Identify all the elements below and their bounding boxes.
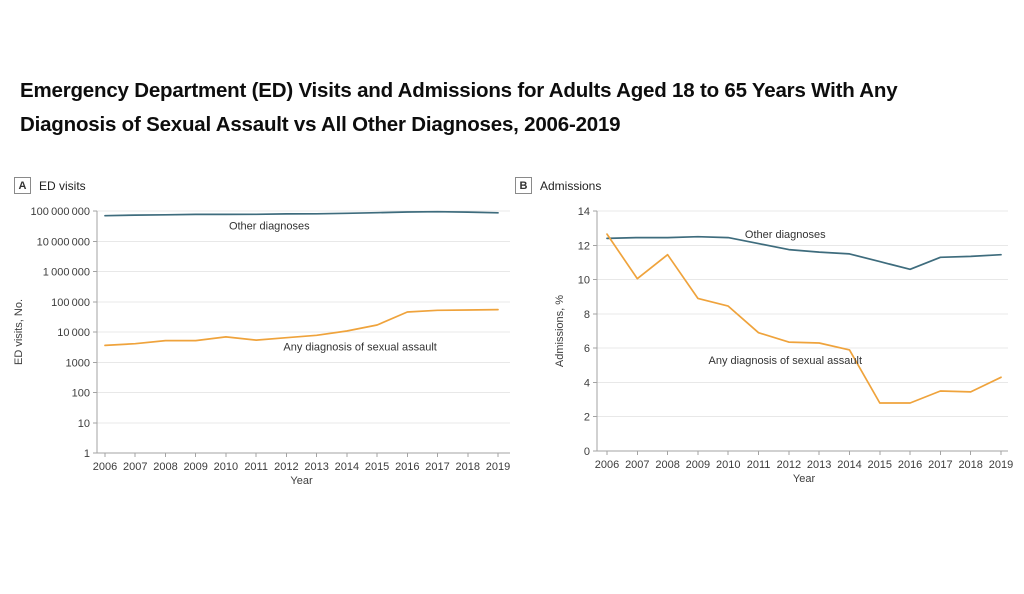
svg-text:10 000: 10 000 — [57, 327, 90, 339]
panel-b-letter-badge: B — [515, 177, 532, 194]
panel-a-header: A ED visits — [14, 177, 86, 194]
svg-text:Any diagnosis of sexual assaul: Any diagnosis of sexual assault — [709, 355, 862, 367]
panel-a-title: ED visits — [39, 178, 86, 193]
svg-text:2015: 2015 — [868, 459, 892, 471]
ed-visits-chart: 1 10 100 1000 10 000 100 000 1 000 000 10 000 0… — [13, 206, 510, 487]
svg-text:2008: 2008 — [655, 459, 679, 471]
svg-text:2008: 2008 — [153, 461, 177, 473]
svg-text:2013: 2013 — [304, 461, 328, 473]
svg-text:2011: 2011 — [244, 461, 268, 473]
svg-text:0: 0 — [584, 446, 590, 458]
svg-text:2012: 2012 — [274, 461, 298, 473]
figure-title-line-2: Diagnosis of Sexual Assault vs All Other… — [20, 113, 621, 136]
svg-text:Other diagnoses: Other diagnoses — [745, 229, 826, 241]
svg-text:8: 8 — [584, 309, 590, 321]
svg-text:10: 10 — [78, 418, 90, 430]
svg-text:100: 100 — [72, 388, 90, 400]
svg-text:2018: 2018 — [456, 461, 480, 473]
svg-text:2016: 2016 — [395, 461, 419, 473]
svg-text:2007: 2007 — [123, 461, 147, 473]
panel-b-title: Admissions — [540, 178, 602, 193]
svg-text:2014: 2014 — [335, 461, 359, 473]
svg-text:2007: 2007 — [625, 459, 649, 471]
svg-text:2010: 2010 — [214, 461, 238, 473]
svg-text:12: 12 — [578, 240, 590, 252]
panel-a-letter-badge: A — [14, 177, 31, 194]
svg-text:4: 4 — [584, 377, 590, 389]
svg-text:2: 2 — [584, 412, 590, 424]
svg-text:ED visits, No.: ED visits, No. — [13, 299, 25, 365]
svg-text:2013: 2013 — [807, 459, 831, 471]
svg-text:Admissions, %: Admissions, % — [554, 295, 566, 367]
svg-text:2014: 2014 — [837, 459, 861, 471]
svg-text:100 000 000: 100 000 000 — [31, 206, 90, 218]
svg-text:2019: 2019 — [989, 459, 1013, 471]
svg-text:Year: Year — [290, 475, 313, 487]
svg-text:2015: 2015 — [365, 461, 389, 473]
figure-title: Emergency Department (ED) Visits and Adm… — [20, 74, 898, 142]
svg-text:6: 6 — [584, 343, 590, 355]
svg-text:100 000: 100 000 — [51, 297, 90, 309]
svg-text:1: 1 — [84, 448, 90, 460]
svg-text:14: 14 — [578, 206, 590, 218]
svg-text:2006: 2006 — [93, 461, 117, 473]
svg-text:2010: 2010 — [716, 459, 740, 471]
svg-text:2017: 2017 — [928, 459, 952, 471]
svg-text:Year: Year — [793, 473, 816, 485]
svg-text:Other diagnoses: Other diagnoses — [229, 221, 310, 233]
svg-text:2017: 2017 — [425, 461, 449, 473]
panel-b-header: B Admissions — [515, 177, 601, 194]
svg-text:2011: 2011 — [747, 459, 771, 471]
svg-text:2006: 2006 — [595, 459, 619, 471]
svg-text:1000: 1000 — [66, 357, 90, 369]
svg-text:2018: 2018 — [958, 459, 982, 471]
svg-text:2012: 2012 — [777, 459, 801, 471]
admissions-chart: 0 2 4 6 8 10 12 14 2006 2007 2008 2009 2010 2011 2012 2… — [554, 206, 1013, 485]
figure-title-line-1: Emergency Department (ED) Visits and Adm… — [20, 79, 898, 102]
svg-text:2019: 2019 — [486, 461, 510, 473]
svg-text:10: 10 — [578, 275, 590, 287]
svg-text:1 000 000: 1 000 000 — [43, 267, 90, 279]
svg-text:Any diagnosis of sexual assaul: Any diagnosis of sexual assault — [283, 342, 436, 354]
svg-text:2009: 2009 — [183, 461, 207, 473]
svg-text:10 000 000: 10 000 000 — [37, 236, 90, 248]
svg-text:2016: 2016 — [898, 459, 922, 471]
svg-text:2009: 2009 — [686, 459, 710, 471]
